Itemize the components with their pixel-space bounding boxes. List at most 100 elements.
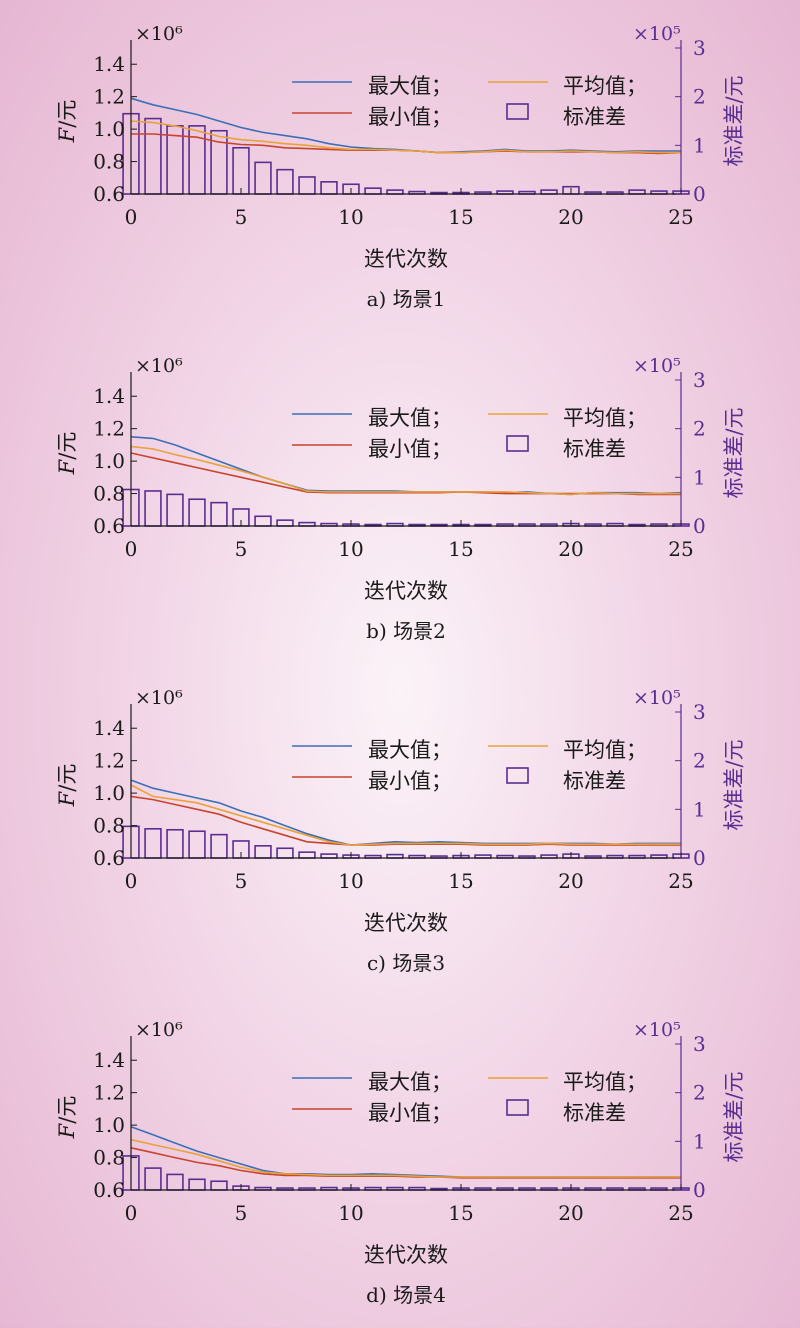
std-bar: [276, 168, 294, 195]
legend-avg-label: 平均值；: [563, 738, 647, 762]
left-multiplier: ×10⁶: [135, 687, 183, 709]
y2-tick-label: 2: [693, 749, 706, 773]
right-multiplier: ×10⁵: [633, 23, 681, 45]
y-tick-label: 0.8: [93, 482, 125, 506]
y2-tick-label: 2: [693, 85, 706, 109]
std-bar: [210, 1180, 228, 1191]
y-tick-label: 1.4: [93, 716, 125, 740]
y-axis-label-unit: /元: [55, 432, 79, 460]
std-bar: [210, 501, 228, 527]
x-axis-label: 迭代次数: [364, 247, 448, 271]
y-tick-label: 1.0: [93, 781, 125, 805]
x-tick-label: 15: [448, 537, 473, 561]
std-bar: [144, 1167, 162, 1191]
y2-tick-label: 1: [693, 1129, 706, 1153]
std-bar: [298, 176, 316, 195]
y2-tick-label: 1: [693, 133, 706, 157]
y2-tick-label: 0: [693, 514, 706, 538]
legend-min-label: 最小值；: [368, 437, 452, 461]
y2-axis-label: 标准差/元: [722, 75, 746, 166]
x-tick-label: 0: [125, 205, 138, 229]
x-tick-label: 5: [235, 1201, 248, 1225]
series-avg-line: [130, 784, 681, 846]
x-tick-label: 10: [338, 537, 363, 561]
std-bar: [254, 515, 272, 527]
legend-max-label: 最大值；: [368, 406, 452, 430]
x-tick-label: 15: [448, 1201, 473, 1225]
y-tick-label: 0.8: [93, 150, 125, 174]
x-tick-label: 25: [668, 869, 693, 893]
y-axis-label-italic: F: [55, 790, 79, 807]
x-tick-label: 5: [235, 205, 248, 229]
x-tick-label: 20: [558, 205, 583, 229]
legend-std-swatch: [506, 435, 529, 452]
y-axis-label-unit: /元: [55, 1096, 79, 1124]
chart-panel-2: 0 5 10 15 20 25 0.6 0.8 1.0 1.2 1.4 0 1 2 3 ×10⁶ ×10⁵ F/元…: [55, 355, 746, 643]
y-tick-label: 1.2: [93, 1081, 125, 1105]
chart-panel-4: 0 5 10 15 20 25 0.6 0.8 1.0 1.2 1.4 0 1 2 3 ×10⁶ ×10⁵ F/元…: [55, 1019, 746, 1307]
y2-tick-label: 0: [693, 1178, 706, 1202]
std-bar: [166, 493, 184, 527]
x-tick-label: 10: [338, 205, 363, 229]
x-tick-label: 0: [125, 537, 138, 561]
left-multiplier: ×10⁶: [135, 1019, 183, 1041]
legend-max-label: 最大值；: [368, 738, 452, 762]
y2-tick-label: 2: [693, 417, 706, 441]
y-tick-label: 0.6: [93, 1178, 125, 1202]
y-tick-label: 1.2: [93, 749, 125, 773]
y-tick-label: 1.2: [93, 417, 125, 441]
y2-tick-label: 3: [693, 36, 706, 60]
y-axis-label: F/元: [55, 432, 79, 476]
series-min-line: [130, 1147, 681, 1179]
x-tick-label: 15: [448, 869, 473, 893]
x-tick-label: 25: [668, 205, 693, 229]
y-tick-label: 1.2: [93, 85, 125, 109]
std-bar: [144, 490, 162, 527]
panel-caption: b) 场景2: [366, 619, 446, 643]
y-axis-label-italic: F: [55, 458, 79, 475]
std-bar: [188, 1178, 206, 1191]
std-bar: [254, 845, 272, 859]
legend-std-label: 标准差: [563, 105, 626, 129]
y2-tick-label: 3: [693, 700, 706, 724]
panel-caption: d) 场景4: [366, 1283, 446, 1307]
std-bar: [298, 851, 316, 859]
series-avg-line: [130, 1138, 681, 1178]
x-tick-label: 15: [448, 205, 473, 229]
y-axis-label: F/元: [55, 1096, 79, 1140]
y-tick-label: 1.0: [93, 449, 125, 473]
y2-tick-label: 0: [693, 182, 706, 206]
legend-avg-label: 平均值；: [563, 1070, 647, 1094]
left-multiplier: ×10⁶: [135, 23, 183, 45]
y2-tick-label: 1: [693, 797, 706, 821]
legend-std-label: 标准差: [563, 437, 626, 461]
x-tick-label: 25: [668, 1201, 693, 1225]
panel-caption: a) 场景1: [367, 287, 446, 311]
y-tick-label: 0.6: [93, 514, 125, 538]
std-bar: [144, 117, 162, 195]
std-bar: [320, 181, 338, 195]
legend-min-label: 最小值；: [368, 105, 452, 129]
x-tick-label: 20: [558, 1201, 583, 1225]
legend-max-label: 最大值；: [368, 74, 452, 98]
y2-axis-label: 标准差/元: [722, 739, 746, 830]
y-tick-label: 0.8: [93, 814, 125, 838]
y2-axis-label: 标准差/元: [722, 1071, 746, 1162]
x-tick-label: 10: [338, 869, 363, 893]
x-tick-label: 0: [125, 869, 138, 893]
chart-panel-1: 0 5 10 15 20 25 0.6 0.8 1.0 1.2 1.4 0 1 2 3 ×10⁶ ×10⁵ F/元…: [55, 23, 746, 311]
y-axis-label-unit: /元: [55, 100, 79, 128]
series-min-line: [130, 795, 681, 846]
x-tick-label: 10: [338, 1201, 363, 1225]
y-tick-label: 0.8: [93, 1146, 125, 1170]
std-bar: [276, 519, 294, 527]
legend-std-swatch: [506, 103, 529, 120]
legend-min-label: 最小值；: [368, 1101, 452, 1125]
std-bar: [210, 833, 228, 859]
y2-tick-label: 2: [693, 1081, 706, 1105]
y-tick-label: 1.0: [93, 1113, 125, 1137]
right-multiplier: ×10⁵: [633, 1019, 681, 1041]
std-bar: [144, 828, 162, 859]
std-bar: [166, 1173, 184, 1191]
